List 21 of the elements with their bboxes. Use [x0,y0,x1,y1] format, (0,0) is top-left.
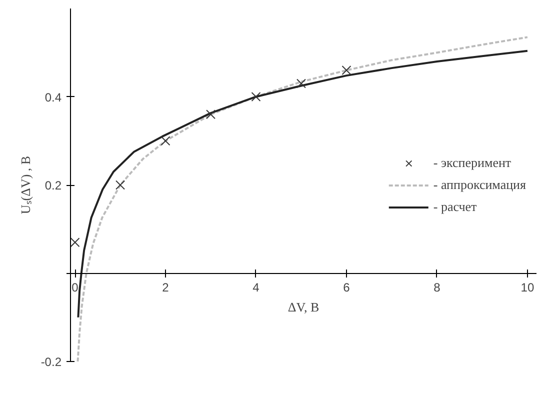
point [116,180,126,190]
y-tick-label: 0.2 [44,178,62,192]
point [160,136,170,146]
x-tick-label: 8 [434,280,441,294]
x-tick-label: 2 [162,280,170,294]
y-tick-label: 0.4 [44,90,62,104]
y-axis-title: Uₛ(ΔV) , В [18,156,33,214]
point [342,66,352,76]
y-tick-label: -0.2 [40,355,62,369]
point [70,238,80,248]
x-tick-label: 6 [343,280,350,294]
point [251,92,261,102]
x-tick-label: 4 [252,280,260,294]
point [296,78,306,88]
point [206,110,216,120]
x-axis-title: ΔV, В [288,300,320,314]
x-tick-label: 0 [72,280,79,294]
x-tick-label: 10 [520,280,534,294]
legend-label: - расчет [433,198,477,214]
legend-label: - аппроксимация [433,176,526,192]
legend-label: - эксперимент [433,154,512,170]
